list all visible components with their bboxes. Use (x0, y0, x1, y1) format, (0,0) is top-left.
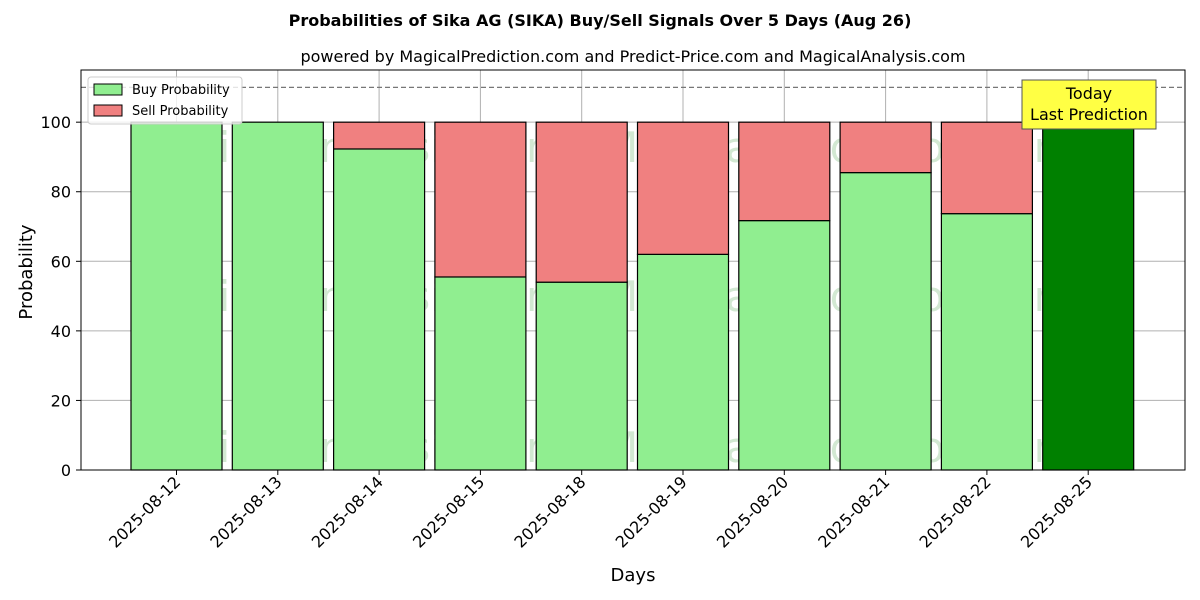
x-tick-label: 2025-08-14 (308, 472, 387, 551)
bar-buy (940, 213, 1034, 471)
x-tick-label: 2025-08-13 (206, 472, 285, 551)
bars-layer (130, 121, 1135, 471)
legend-label-buy: Buy Probability (132, 83, 230, 98)
y-tick-label: 40 (51, 322, 71, 341)
x-axis-label: Days (611, 565, 656, 586)
today-annotation-line1: Today (1065, 84, 1112, 103)
bar-sell (434, 121, 527, 278)
chart-title: Probabilities of Sika AG (SIKA) Buy/Sell… (289, 11, 912, 30)
bar-sell (738, 121, 831, 222)
bar-buy (636, 253, 730, 471)
bar-buy (738, 220, 831, 471)
y-tick-label: 100 (40, 113, 71, 132)
y-tick-label: 60 (51, 252, 71, 271)
x-tick-label: 2025-08-22 (916, 472, 995, 551)
bar-sell (636, 121, 730, 255)
legend-swatch-sell (93, 104, 123, 117)
today-annotation-line2: Last Prediction (1030, 105, 1148, 124)
today-annotation: Today Last Prediction (1021, 79, 1157, 130)
bar-sell (535, 121, 628, 283)
x-tick-label: 2025-08-18 (510, 472, 589, 551)
legend-label-sell: Sell Probability (132, 104, 229, 119)
bar-buy-today (1042, 121, 1135, 471)
x-tick-label: 2025-08-21 (814, 472, 893, 551)
x-tick-label: 2025-08-12 (105, 472, 184, 551)
bar-buy (839, 172, 932, 471)
legend: Buy Probability Sell Probability (87, 76, 243, 125)
bar-sell (940, 121, 1034, 215)
y-axis-label: Probability (16, 224, 37, 319)
x-tick-label: 2025-08-19 (612, 472, 691, 551)
y-tick-label: 80 (51, 183, 71, 202)
y-tick-label: 0 (61, 461, 71, 480)
plot-frame (80, 69, 1186, 471)
chart-subtitle: powered by MagicalPrediction.com and Pre… (300, 47, 965, 66)
y-tick-label: 20 (51, 391, 71, 410)
x-tick-label: 2025-08-15 (409, 472, 488, 551)
bar-buy (130, 121, 223, 471)
bar-buy (231, 121, 324, 471)
bar-sell (333, 121, 426, 150)
today-annotation-box (1021, 79, 1157, 130)
x-tick-label: 2025-08-20 (713, 472, 792, 551)
legend-box (87, 76, 243, 125)
legend-swatch-buy (93, 83, 123, 96)
bar-buy (333, 148, 426, 471)
x-tick-label: 2025-08-25 (1017, 472, 1096, 551)
bar-buy (434, 276, 527, 471)
bar-buy (535, 281, 628, 471)
bar-sell (839, 121, 932, 174)
